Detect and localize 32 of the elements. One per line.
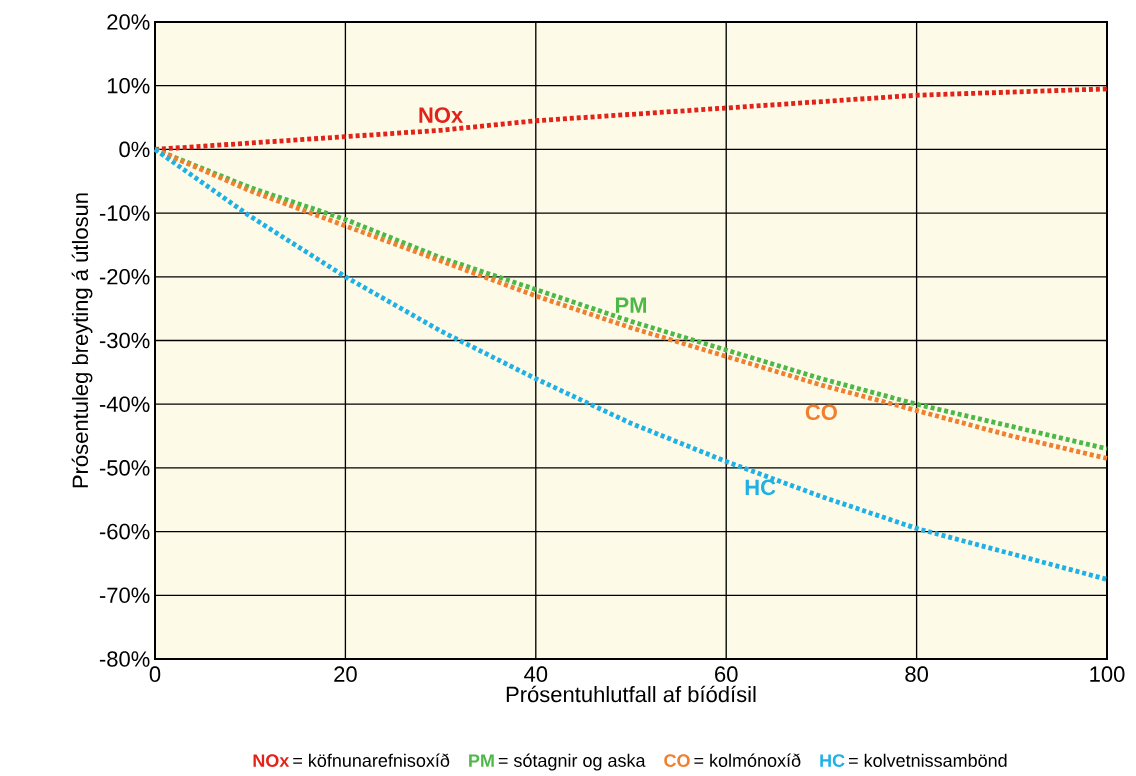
y-tick-label: 0% <box>119 141 150 158</box>
series-label: HC <box>745 479 776 496</box>
y-tick-label: -30% <box>99 332 150 349</box>
x-tick-label: 40 <box>524 666 548 682</box>
y-axis-title: Prósentuleg breyting á útlosun <box>71 193 93 488</box>
line-series <box>152 86 1110 152</box>
y-tick-label: -20% <box>99 269 150 285</box>
text: PM <box>469 754 494 767</box>
y-tick-label: 20% <box>107 14 150 30</box>
x-axis-title: Prósentuhlutfall af bíódísil <box>506 685 756 703</box>
x-tick-label: 20 <box>334 666 357 682</box>
y-tick-label: -10% <box>99 205 150 221</box>
y-tick-label: -50% <box>99 460 150 476</box>
x-tick-label: 100 <box>1090 666 1125 682</box>
text: = kolmónoxíð <box>694 753 801 767</box>
series-label: NOx <box>419 107 464 123</box>
text: = köfnunarefnisoxíð <box>293 753 450 767</box>
y-tick-label: -70% <box>99 587 150 604</box>
text: CO <box>664 754 690 767</box>
series-label: CO <box>805 404 837 421</box>
y-tick-label: -80% <box>99 651 150 667</box>
text: NOx <box>253 754 290 767</box>
text: HC <box>820 754 845 767</box>
text: = kolvetnissambönd <box>848 753 1007 767</box>
text: = sótagnir og aska <box>498 753 646 771</box>
series-label: PM <box>615 297 647 313</box>
y-tick-label: 10% <box>107 77 150 94</box>
y-tick-label: -40% <box>99 396 150 412</box>
x-tick-label: 60 <box>715 666 738 682</box>
y-tick-label: -60% <box>99 523 150 540</box>
x-tick-label: 0 <box>149 666 161 682</box>
x-tick-label: 80 <box>905 666 928 682</box>
